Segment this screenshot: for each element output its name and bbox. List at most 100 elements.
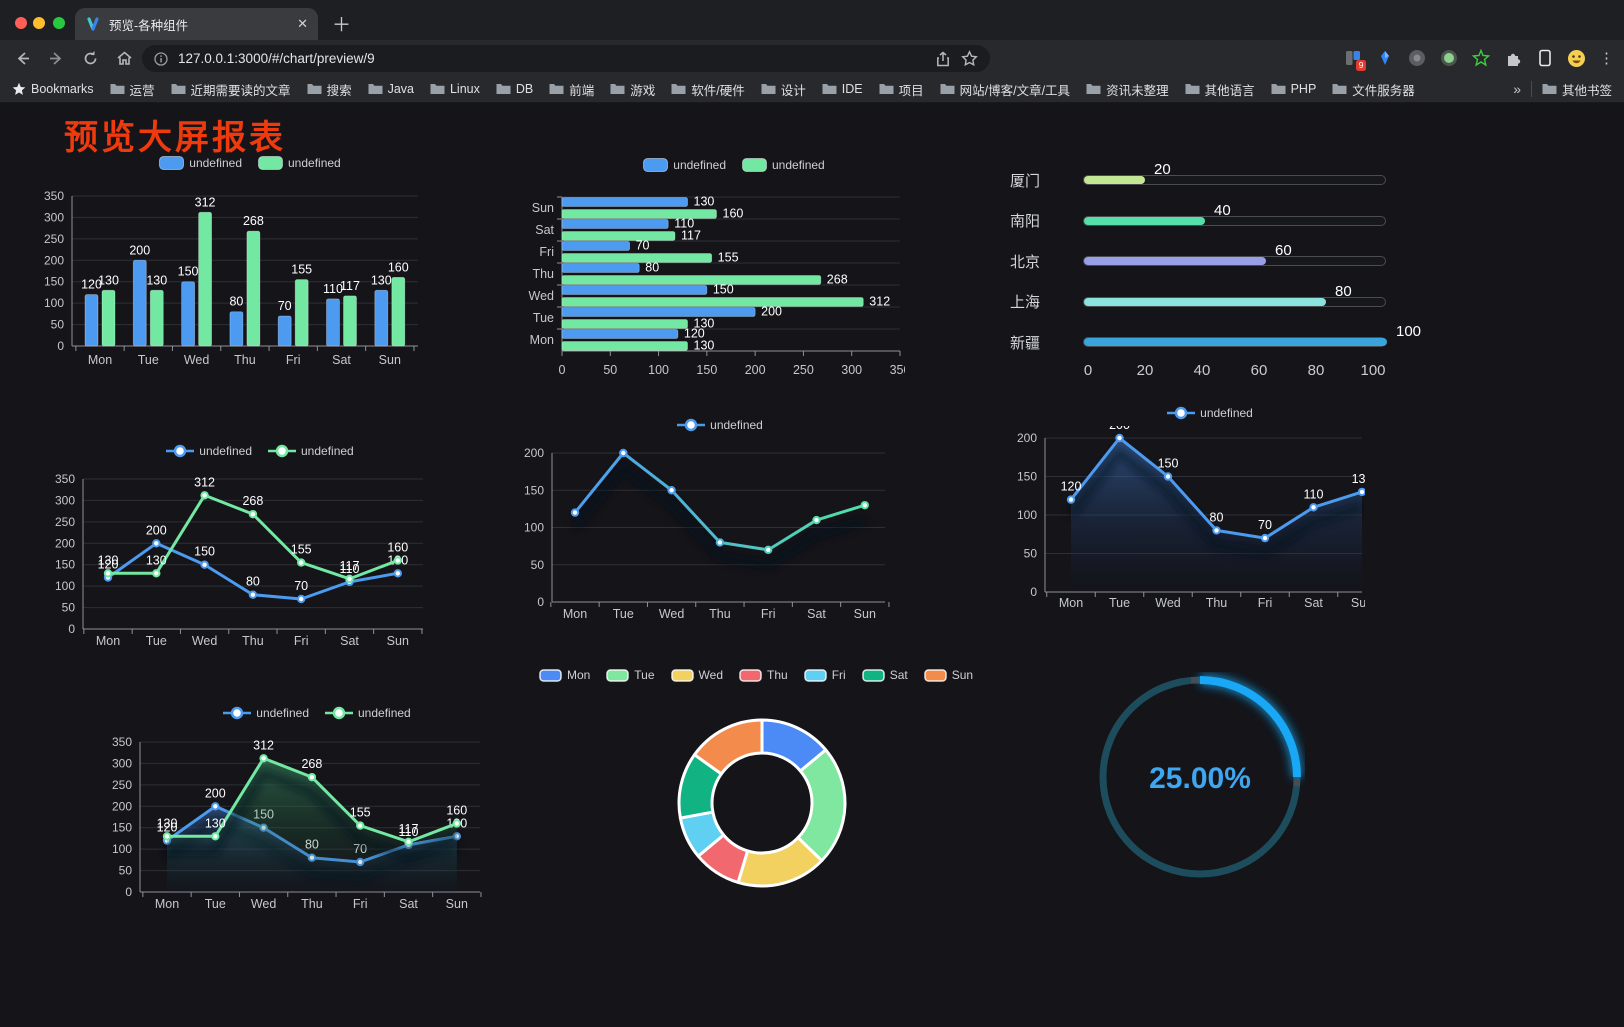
svg-text:160: 160	[723, 207, 744, 221]
svg-text:300: 300	[55, 493, 75, 507]
bookmarks-overflow-chevron[interactable]: »	[1513, 81, 1521, 97]
extension-star-icon[interactable]	[1471, 49, 1490, 68]
bookmark-item[interactable]: 网站/博客/文章/工具	[940, 80, 1070, 99]
bookmark-star-icon[interactable]	[961, 50, 978, 67]
legend-item-Wed[interactable]: Wed	[670, 668, 723, 682]
bookmarks-root[interactable]: Bookmarks	[12, 82, 94, 96]
share-icon[interactable]	[935, 51, 951, 67]
progress-row-北京: 北京	[1000, 251, 1410, 271]
back-icon[interactable]	[12, 48, 32, 68]
minimize-window-button[interactable]	[33, 17, 45, 29]
svg-text:200: 200	[745, 363, 766, 376]
chart-gauge: 25.00%	[1095, 672, 1305, 882]
extension-password-icon[interactable]: 9	[1343, 49, 1366, 71]
other-bookmarks[interactable]: 其他书签	[1542, 80, 1612, 99]
browser-menu-icon[interactable]: ⋮	[1599, 50, 1614, 67]
maximize-window-button[interactable]	[53, 17, 65, 29]
chart-canvas-area-single: 0 50 100 150 200 Mon Tue Wed Thu Fri Sat Sun 120 200 1…	[1017, 418, 1387, 610]
legend-item-Thu[interactable]: Thu	[739, 668, 788, 682]
legend-item-undefined[interactable]: undefined	[1167, 406, 1253, 420]
bookmark-item[interactable]: PHP	[1271, 80, 1316, 99]
legend-item-Fri[interactable]: Fri	[803, 668, 846, 682]
bookmark-item[interactable]: 前端	[549, 80, 594, 99]
svg-text:130: 130	[98, 553, 119, 567]
bookmark-item[interactable]: IDE	[822, 80, 863, 99]
legend-item-undefined[interactable]: undefined	[223, 706, 309, 720]
svg-text:100: 100	[648, 363, 669, 376]
folder-icon	[171, 84, 186, 94]
extension-green-circle-icon[interactable]	[1439, 49, 1458, 68]
device-frame-icon[interactable]	[1535, 49, 1554, 68]
bookmark-item[interactable]: DB	[496, 80, 533, 99]
svg-text:130: 130	[98, 273, 119, 287]
svg-text:Sat: Sat	[399, 897, 418, 911]
bookmarks-divider	[1530, 81, 1532, 97]
svg-text:117: 117	[399, 822, 419, 836]
svg-text:50: 50	[1024, 547, 1038, 561]
bookmark-item[interactable]: 其他语言	[1185, 80, 1255, 99]
svg-text:110: 110	[399, 825, 419, 839]
svg-text:Fri: Fri	[761, 607, 776, 621]
svg-text:200: 200	[129, 243, 150, 257]
bookmark-item[interactable]: 近期需要读的文章	[171, 80, 291, 99]
legend-item-Sat[interactable]: Sat	[861, 668, 908, 682]
svg-text:Thu: Thu	[532, 267, 554, 281]
bookmark-item[interactable]: 搜索	[307, 80, 352, 99]
close-window-button[interactable]	[15, 17, 27, 29]
legend-item-Tue[interactable]: Tue	[606, 668, 655, 682]
bookmark-item[interactable]: 运营	[110, 80, 155, 99]
bookmark-item[interactable]: 资讯未整理	[1086, 80, 1169, 99]
bookmark-item[interactable]: 游戏	[610, 80, 655, 99]
svg-text:250: 250	[55, 515, 75, 529]
svg-text:130: 130	[371, 273, 392, 287]
extension-kite-icon[interactable]	[1375, 49, 1394, 68]
svg-text:Thu: Thu	[709, 607, 731, 621]
forward-icon[interactable]	[46, 48, 66, 68]
legend-item-undefined[interactable]: undefined	[742, 158, 825, 172]
svg-text:130: 130	[694, 195, 715, 209]
bookmark-item[interactable]: 设计	[761, 80, 806, 99]
bookmark-item[interactable]: Linux	[430, 80, 480, 99]
chart-canvas-donut	[677, 718, 847, 888]
svg-text:350: 350	[55, 472, 75, 486]
reload-icon[interactable]	[80, 48, 100, 68]
legend-item-Sun[interactable]: Sun	[923, 668, 973, 682]
browser-tab[interactable]: 预览-各种组件 ✕	[75, 8, 318, 40]
progress-label: 上海	[1010, 294, 1041, 311]
legend-item-undefined[interactable]: undefined	[325, 706, 411, 720]
home-icon[interactable]	[114, 48, 134, 68]
profile-avatar-emoji[interactable]	[1567, 49, 1586, 68]
progress-axis-tick: 60	[1250, 362, 1268, 379]
bookmark-item[interactable]: 软件/硬件	[671, 80, 745, 99]
svg-text:100: 100	[112, 842, 132, 856]
legend-item-undefined[interactable]: undefined	[258, 156, 341, 170]
tab-close-icon[interactable]: ✕	[297, 16, 308, 31]
extensions-puzzle-icon[interactable]	[1503, 49, 1522, 68]
svg-text:Mon: Mon	[88, 353, 112, 367]
progress-value: 60	[1275, 242, 1292, 259]
legend-item-undefined[interactable]: undefined	[166, 444, 252, 458]
url-bar[interactable]: 127.0.0.1:3000/#/chart/preview/9	[142, 45, 990, 72]
bookmark-item[interactable]: 文件服务器	[1332, 80, 1415, 99]
folder-icon	[940, 84, 955, 94]
url-text[interactable]: 127.0.0.1:3000/#/chart/preview/9	[178, 51, 375, 66]
legend-item-undefined[interactable]: undefined	[268, 444, 354, 458]
svg-text:80: 80	[645, 261, 659, 275]
extension-gray-circle-icon[interactable]	[1407, 49, 1426, 68]
svg-text:0: 0	[537, 595, 544, 609]
svg-text:Sat: Sat	[807, 607, 826, 621]
bookmark-item[interactable]: Java	[368, 80, 414, 99]
legend-item-undefined[interactable]: undefined	[159, 156, 242, 170]
svg-text:300: 300	[841, 363, 862, 376]
legend-item-undefined[interactable]: undefined	[643, 158, 726, 172]
site-info-icon[interactable]	[154, 51, 168, 66]
new-tab-button[interactable]: ＋	[332, 15, 352, 36]
svg-text:0: 0	[559, 363, 566, 376]
legend-item-Mon[interactable]: Mon	[539, 668, 590, 682]
bookmark-item[interactable]: 项目	[879, 80, 924, 99]
progress-label: 厦门	[1010, 172, 1041, 190]
svg-text:120: 120	[1061, 480, 1082, 494]
folder-icon	[496, 84, 511, 94]
chart-donut: Mon Tue Wed Thu Fri Sat Sun	[539, 662, 973, 912]
legend-item-undefined[interactable]: undefined	[677, 418, 763, 432]
